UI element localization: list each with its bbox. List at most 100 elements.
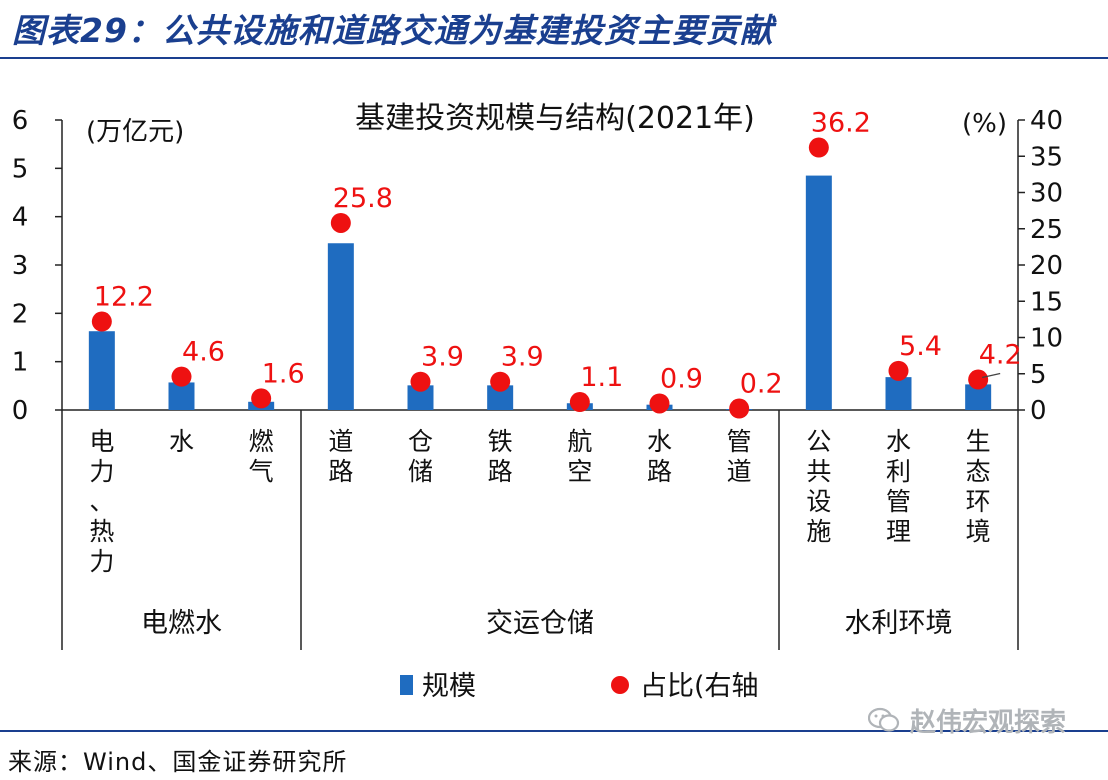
infrastructure-investment-chart: 基建投资规模与结构(2021年) (万亿元) (%) 0 1 2 3 4 5 6 0 5 10 15… bbox=[12, 101, 1063, 702]
figure-footer: 来源：Wind、国金证券研究所 赵伟宏观探索 bbox=[0, 708, 1108, 780]
category-label-6: 空 bbox=[567, 457, 592, 486]
left-tick-label: 4 bbox=[12, 203, 29, 233]
left-tick-label: 2 bbox=[12, 299, 29, 329]
watermark-text: 赵伟宏观探索 bbox=[910, 707, 1067, 738]
category-label-3: 路 bbox=[328, 457, 353, 486]
category-label-9: 公 bbox=[806, 427, 831, 456]
legend-point-label: 占比(右轴 bbox=[640, 671, 759, 702]
right-axis-unit: (%) bbox=[962, 109, 1007, 139]
leader-line bbox=[982, 372, 1001, 379]
share-data-label-1: 4.6 bbox=[182, 337, 225, 368]
right-tick-label: 0 bbox=[1030, 396, 1047, 426]
right-tick-label: 30 bbox=[1030, 179, 1063, 209]
share-series: 12.2 4.6 1.6 25.8 3.9 3.9 1.1 0.9 0.2 36.2 5.4 4.2 bbox=[91, 108, 1022, 419]
category-label-5: 路 bbox=[488, 457, 513, 486]
category-label-9: 施 bbox=[806, 517, 831, 546]
right-tick-label: 10 bbox=[1030, 324, 1063, 354]
source-note: 来源：Wind、国金证券研究所 bbox=[8, 748, 348, 776]
share-point-7 bbox=[649, 393, 670, 414]
category-label-4: 仓 bbox=[408, 427, 433, 456]
category-label-8: 管 bbox=[727, 427, 752, 456]
legend-point-swatch bbox=[611, 676, 629, 694]
watermark: 赵伟宏观探索 bbox=[867, 702, 1067, 738]
share-data-label-6: 1.1 bbox=[580, 362, 623, 393]
category-label-4: 储 bbox=[408, 457, 433, 486]
category-label-9: 共 bbox=[806, 457, 831, 486]
share-point-6 bbox=[569, 392, 590, 413]
category-label-7: 水 bbox=[647, 427, 672, 456]
category-label-8: 道 bbox=[727, 457, 752, 486]
category-label-0: 热 bbox=[89, 517, 114, 546]
legend: 规模 占比(右轴 bbox=[400, 671, 759, 702]
bar-1 bbox=[168, 382, 195, 410]
right-tick-label: 40 bbox=[1030, 106, 1063, 136]
share-point-1 bbox=[171, 366, 192, 387]
category-label-2: 燃 bbox=[249, 427, 274, 456]
share-data-label-7: 0.9 bbox=[660, 363, 703, 394]
left-axis-unit: (万亿元) bbox=[86, 117, 184, 147]
category-label-0: 电 bbox=[89, 427, 114, 456]
share-point-10 bbox=[888, 360, 909, 381]
wechat-icon bbox=[867, 707, 900, 733]
header-divider bbox=[0, 57, 1108, 59]
share-point-9 bbox=[808, 137, 829, 158]
left-tick-label: 5 bbox=[12, 154, 29, 184]
group-label-2: 水利环境 bbox=[845, 608, 953, 639]
category-label-11: 环 bbox=[966, 487, 991, 516]
group-label-1: 交运仓储 bbox=[486, 608, 594, 639]
category-label-10: 管 bbox=[886, 487, 911, 516]
category-label-10: 理 bbox=[886, 517, 911, 546]
share-point-5 bbox=[490, 371, 511, 392]
category-label-1: 水 bbox=[169, 427, 194, 456]
category-label-0: 力 bbox=[89, 547, 114, 576]
category-label-9: 设 bbox=[806, 487, 831, 516]
figure-title: 图表29：公共设施和道路交通为基建投资主要贡献 bbox=[12, 11, 774, 50]
left-tick-label: 0 bbox=[12, 396, 29, 426]
category-label-0: 、 bbox=[89, 487, 114, 516]
share-data-label-3: 25.8 bbox=[333, 183, 393, 214]
share-data-label-5: 3.9 bbox=[501, 342, 544, 373]
category-label-3: 道 bbox=[328, 427, 353, 456]
category-label-10: 利 bbox=[886, 457, 911, 486]
bar-9 bbox=[805, 175, 832, 410]
left-tick-label: 3 bbox=[12, 251, 29, 281]
right-tick-label: 25 bbox=[1030, 215, 1063, 245]
legend-bar-swatch bbox=[400, 675, 413, 695]
category-label-11: 生 bbox=[966, 427, 991, 456]
share-point-4 bbox=[410, 371, 431, 392]
figure-header: 图表29：公共设施和道路交通为基建投资主要贡献 bbox=[0, 0, 1108, 59]
category-label-11: 境 bbox=[966, 517, 991, 546]
chart-title: 基建投资规模与结构(2021年) bbox=[355, 101, 755, 136]
share-point-0 bbox=[91, 311, 112, 332]
bar-series bbox=[88, 175, 992, 410]
share-data-label-8: 0.2 bbox=[740, 369, 783, 400]
right-tick-label: 5 bbox=[1030, 360, 1047, 390]
category-label-10: 水 bbox=[886, 427, 911, 456]
left-tick-label: 6 bbox=[12, 106, 29, 136]
share-point-2 bbox=[251, 388, 272, 409]
footer-divider bbox=[0, 730, 1108, 732]
category-label-2: 气 bbox=[249, 457, 274, 486]
bar-10 bbox=[885, 377, 912, 410]
share-data-label-4: 3.9 bbox=[421, 342, 464, 373]
share-point-8 bbox=[729, 398, 750, 419]
bar-0 bbox=[88, 331, 115, 410]
bar-3 bbox=[327, 243, 354, 410]
category-label-7: 路 bbox=[647, 457, 672, 486]
share-data-label-9: 36.2 bbox=[811, 108, 871, 139]
category-label-6: 航 bbox=[567, 427, 592, 456]
group-label-0: 电燃水 bbox=[141, 608, 222, 639]
category-label-5: 铁 bbox=[488, 427, 513, 456]
share-point-3 bbox=[330, 212, 351, 233]
share-data-label-0: 12.2 bbox=[94, 282, 154, 313]
category-label-0: 力 bbox=[89, 457, 114, 486]
right-tick-label: 35 bbox=[1030, 142, 1063, 172]
right-tick-label: 20 bbox=[1030, 251, 1063, 281]
share-data-label-10: 5.4 bbox=[899, 331, 942, 362]
share-point-11 bbox=[968, 369, 989, 390]
share-data-label-2: 1.6 bbox=[262, 358, 305, 389]
category-label-11: 态 bbox=[966, 457, 991, 486]
left-tick-label: 1 bbox=[12, 348, 29, 378]
category-labels: 电力、热力水 燃气道路仓储铁路航空水路管道公共设施水利管理生态环境电燃水 交运仓储水… bbox=[61, 410, 1019, 650]
legend-bar-label: 规模 bbox=[422, 671, 476, 702]
